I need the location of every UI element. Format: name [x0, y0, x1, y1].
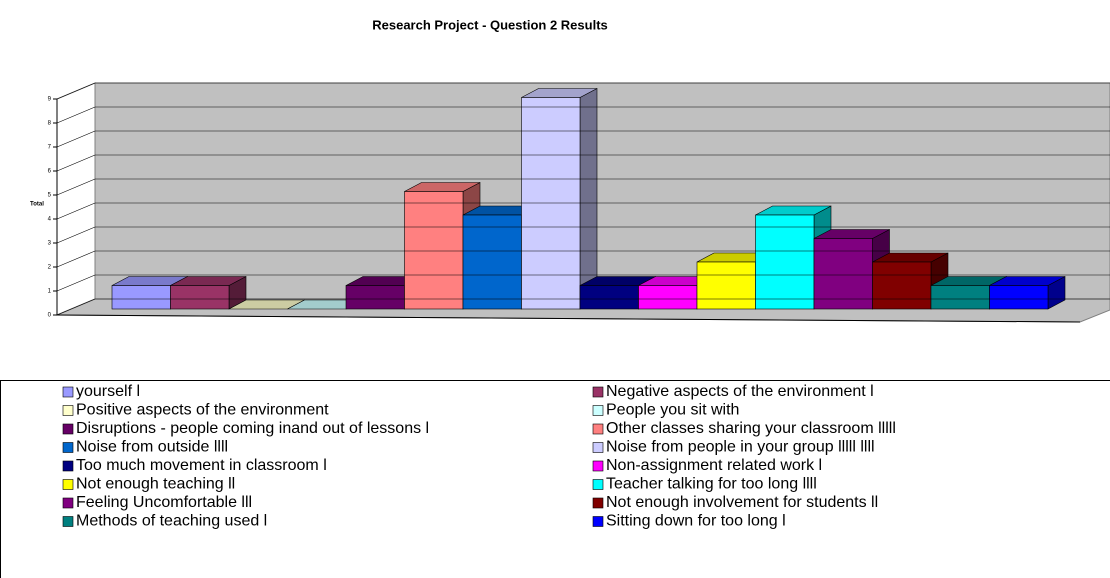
legend-swatch	[62, 386, 74, 398]
legend-swatch	[62, 516, 74, 527]
legend-label: yourself l	[76, 383, 140, 400]
bar-front	[345, 285, 405, 310]
legend-swatch	[592, 442, 604, 453]
bar-side	[579, 88, 598, 310]
legend-label: Other classes sharing your classroom lll…	[606, 420, 896, 437]
legend-swatch	[62, 460, 74, 472]
legend-swatch	[592, 497, 604, 509]
bar-front	[462, 214, 522, 310]
legend-swatch	[62, 442, 74, 453]
legend-label: Noise from people in your group lllll ll…	[606, 439, 875, 456]
y-tick-label: 7	[48, 145, 52, 151]
legend-label: Methods of teaching used l	[76, 513, 267, 530]
legend-swatch	[62, 405, 74, 416]
y-tick-label: 9	[48, 97, 52, 103]
grid-line	[56, 130, 96, 148]
bar	[989, 276, 1066, 310]
legend-label: Positive aspects of the environment	[76, 402, 329, 419]
bar-front	[813, 238, 873, 310]
y-tick-label: 5	[48, 193, 52, 199]
side-wall	[56, 82, 96, 316]
grid-line	[56, 178, 96, 196]
legend-label: Negative aspects of the environment l	[606, 383, 874, 400]
legend-swatch	[592, 423, 604, 435]
y-tick-label: 2	[48, 265, 52, 271]
y-tick-label: 1	[48, 289, 52, 295]
legend-swatch	[62, 423, 74, 435]
legend-swatch	[592, 405, 604, 416]
bar	[170, 276, 247, 310]
grid-line	[56, 274, 96, 292]
legend-label: People you sit with	[606, 402, 739, 419]
bar-front	[872, 261, 932, 310]
y-tick-label: 3	[48, 241, 52, 247]
bar-front	[930, 285, 990, 310]
legend-label: Too much movement in classroom l	[76, 457, 327, 474]
legend-label: Feeling Uncomfortable lll	[76, 494, 252, 511]
y-tick-label: 0	[48, 313, 52, 319]
legend-swatch	[592, 460, 604, 472]
bar-front	[989, 285, 1049, 310]
x-axis	[56, 314, 1081, 323]
grid-line	[56, 202, 96, 220]
legend-label: Noise from outside llll	[76, 439, 228, 456]
bar-front	[170, 285, 230, 310]
bar	[521, 88, 598, 310]
plot	[111, 88, 1066, 310]
grid-line	[56, 106, 96, 124]
legend-label: Disruptions - people coming inand out of…	[76, 420, 429, 437]
legend-swatch	[62, 479, 74, 490]
legend-swatch	[592, 516, 604, 527]
bar-front	[696, 261, 756, 310]
legend	[0, 380, 1110, 578]
legend-label: Teacher talking for too long llll	[606, 476, 817, 493]
y-tick-label: 8	[48, 121, 52, 127]
grid-line	[56, 154, 96, 172]
back-wall	[94, 82, 1110, 300]
grid-line	[56, 298, 96, 316]
grid-line	[56, 250, 96, 268]
legend-label: Not enough teaching ll	[76, 476, 235, 493]
grid-line	[56, 82, 96, 100]
legend-swatch	[62, 497, 74, 509]
y-tick-label: 6	[48, 169, 52, 175]
bar-front	[111, 285, 171, 310]
bar-front	[755, 214, 815, 310]
chart-title: Research Project - Question 2 Results	[372, 17, 608, 32]
y-tick-label: 4	[48, 217, 52, 223]
grid-line	[56, 226, 96, 244]
legend-label: Non-assignment related work l	[606, 457, 822, 474]
y-axis-label: Total	[30, 202, 44, 208]
bar-front	[638, 285, 698, 310]
legend-label: Not enough involvement for students ll	[606, 494, 878, 511]
bar-front	[579, 285, 639, 310]
bar-front	[404, 191, 464, 310]
legend-swatch	[592, 386, 604, 398]
legend-label: Sitting down for too long l	[606, 513, 786, 530]
legend-swatch	[592, 479, 604, 490]
